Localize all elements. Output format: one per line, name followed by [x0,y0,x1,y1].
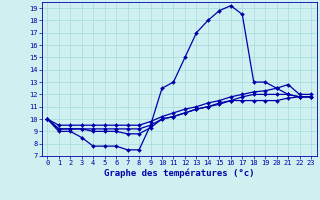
X-axis label: Graphe des températures (°c): Graphe des températures (°c) [104,169,254,178]
